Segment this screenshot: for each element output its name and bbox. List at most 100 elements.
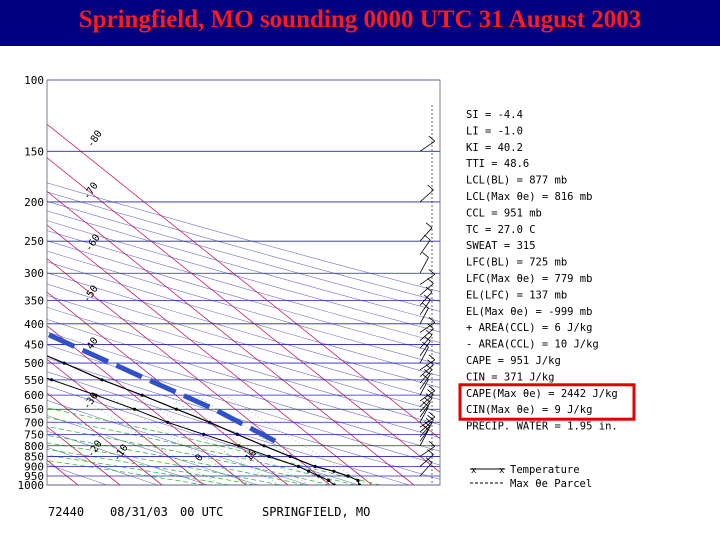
wind-barb-flag [424, 397, 431, 403]
isotherm-tick-label: -60 [83, 233, 102, 254]
wind-barb-flag [427, 414, 434, 421]
skew-t-chart: 1001502002503003504004505005506006507007… [0, 74, 636, 519]
stability-index: - AREA(CCL) = 10 J/kg [466, 339, 599, 351]
wind-barb [419, 328, 434, 341]
wind-barb-flag [422, 302, 429, 309]
wind-barb [419, 347, 429, 364]
data-point [202, 432, 206, 436]
wind-barb-flag [425, 329, 433, 336]
wind-barb-flag [425, 222, 433, 229]
wind-barb [419, 140, 436, 152]
data-point [140, 393, 144, 397]
wind-barb-flag [425, 417, 433, 424]
wind-barb [419, 398, 433, 413]
isotherm-tick-label: 0 [193, 452, 205, 463]
data-point [18, 343, 21, 346]
pressure-tick-label: 350 [24, 294, 44, 307]
pressure-tick-label: 800 [24, 440, 44, 453]
legend-temperature-marker: x [471, 466, 477, 476]
temperature-line [47, 355, 360, 485]
wind-barb [419, 239, 431, 255]
data-point [166, 420, 170, 424]
data-point [332, 469, 336, 473]
data-point [313, 464, 317, 469]
wind-barb-flag [422, 341, 429, 348]
wind-barb [419, 390, 436, 402]
stability-index: EL(Max θe) = -999 mb [466, 306, 592, 318]
wind-barb [419, 299, 431, 316]
legend-parcel-label: Max θe Parcel [510, 478, 592, 490]
data-point [94, 393, 98, 397]
dewpoint-line [47, 377, 335, 485]
data-point [50, 378, 54, 382]
wind-barb-flag [424, 234, 431, 241]
stability-index: CAPE(Max θe) = 2442 J/kg [466, 388, 618, 400]
wind-barb [419, 359, 436, 371]
pressure-tick-label: 550 [24, 374, 44, 387]
legend-temperature-marker-end: x [499, 466, 505, 476]
data-point [132, 407, 137, 411]
wind-barb-flag [422, 401, 429, 407]
data-point [100, 378, 104, 382]
wind-barb [419, 423, 433, 437]
wind-barb [419, 379, 429, 396]
wind-barb [419, 189, 434, 203]
pressure-tick-label: 100 [24, 74, 44, 87]
footer-station-id: 72440 [48, 505, 84, 519]
wind-barb-flag [428, 385, 436, 392]
mixing-ratio-line [166, 394, 310, 485]
page-title: Springfield, MO sounding 0000 UTC 31 Aug… [78, 6, 642, 33]
data-point [357, 483, 361, 485]
data-point [262, 444, 266, 448]
wind-barb [419, 364, 434, 377]
mixing-ratio-line [225, 394, 368, 485]
wind-barb-flag [428, 269, 436, 275]
wind-barb [419, 340, 431, 357]
moist-adiabat-line [47, 417, 356, 485]
wind-barb [419, 429, 429, 446]
isotherm-line [47, 426, 121, 485]
pressure-tick-label: 1000 [18, 479, 45, 492]
wind-barb [419, 394, 434, 407]
wind-barb [419, 369, 433, 384]
stability-index: LCL(Max θe) = 816 mb [466, 191, 592, 203]
isotherm-tick-label: -80 [85, 129, 104, 150]
dry-adiabat-line [47, 385, 359, 485]
stability-index: KI = 40.2 [466, 142, 523, 154]
wind-barb [419, 257, 429, 274]
footer-station: SPRINGFIELD, MO [262, 505, 370, 519]
wind-barb [419, 426, 431, 442]
wind-barb-flag [425, 457, 433, 463]
pressure-tick-label: 700 [24, 416, 44, 429]
highlight-box [458, 383, 636, 421]
pressure-tick-label: 400 [24, 318, 44, 331]
wind-barb [419, 274, 436, 285]
wind-barb-flag [425, 393, 433, 399]
isotherm-line [47, 190, 415, 485]
wind-barb [419, 374, 431, 390]
isotherm-line [47, 224, 373, 485]
data-point [235, 432, 239, 436]
wind-barb-flag [427, 323, 434, 330]
wind-barb-flag [424, 369, 431, 375]
stability-index: LFC(BL) = 725 mb [466, 257, 567, 269]
data-point [174, 407, 179, 411]
wind-barb-flag [427, 449, 434, 455]
pressure-tick-label: 600 [24, 389, 44, 402]
stability-index: CIN = 371 J/kg [466, 371, 555, 383]
wind-barb-flag [425, 364, 433, 370]
wind-barb [419, 402, 431, 418]
dry-adiabat-line [47, 357, 440, 480]
data-point [307, 469, 311, 473]
title-bar: Springfield, MO sounding 0000 UTC 31 Aug… [0, 0, 720, 46]
parcel-line [47, 331, 277, 444]
wind-barb-flag [427, 278, 434, 284]
wind-barb-flag [422, 424, 429, 431]
footer-time: 00 UTC [180, 505, 223, 519]
data-point [356, 478, 360, 483]
pressure-tick-label: 500 [24, 357, 44, 370]
pressure-tick-label: 250 [24, 235, 44, 248]
data-point [0, 362, 3, 365]
wind-barb-flag [428, 316, 436, 323]
stability-index: LCL(BL) = 877 mb [466, 175, 567, 187]
